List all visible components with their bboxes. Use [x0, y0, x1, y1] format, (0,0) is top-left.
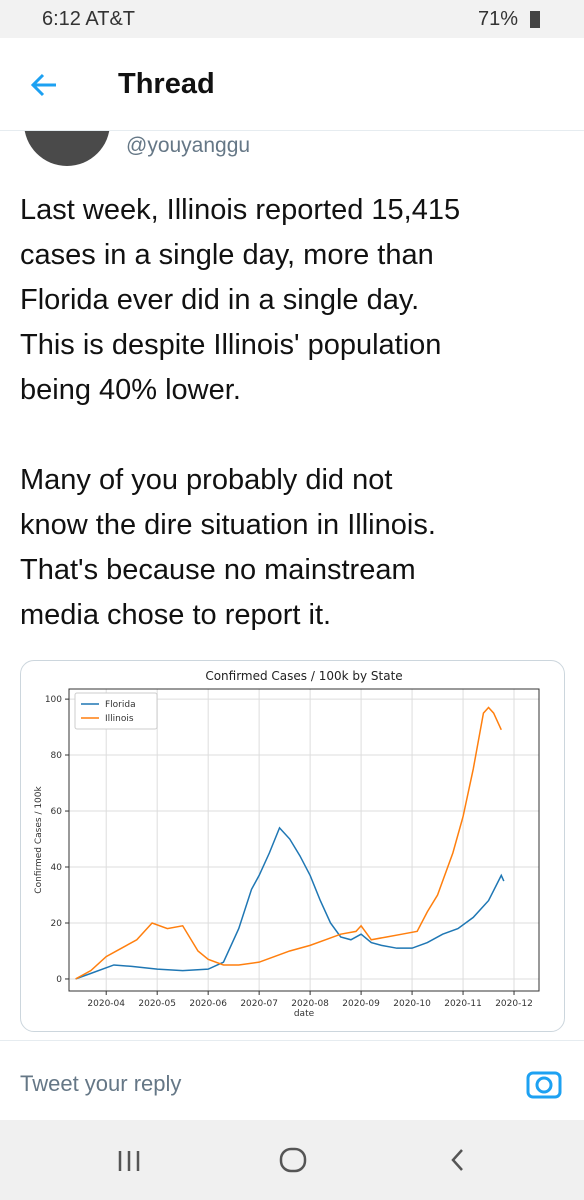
x-tick-label: 2020-08: [291, 999, 329, 1009]
plot-frame: [68, 688, 540, 992]
x-axis-label: date: [294, 1009, 315, 1019]
y-tick-label: 20: [51, 919, 63, 929]
header: Thread: [0, 38, 584, 131]
handle[interactable]: @youyanggu: [126, 134, 251, 157]
reply-bar: Tweet your reply: [0, 1040, 584, 1121]
y-tick-label: 60: [51, 807, 63, 817]
x-tick-label: 2020-10: [393, 999, 431, 1009]
back-arrow[interactable]: [30, 72, 60, 98]
tweet-line: Last week, Illinois reported 15,415: [20, 194, 461, 226]
nav-bar: [0, 1120, 584, 1200]
x-tick-label: 2020-11: [444, 999, 482, 1009]
tweet-line: know the dire situation in Illinois.: [20, 509, 436, 541]
y-tick-label: 100: [45, 695, 62, 705]
battery: 71%: [478, 8, 519, 30]
x-tick-label: 2020-07: [240, 999, 278, 1009]
legend-label: Illinois: [105, 714, 134, 724]
tweet-text: Last week, Illinois reported 15,415 cases…: [20, 188, 460, 638]
home-button[interactable]: [278, 1146, 308, 1174]
status-bar: 6:12 AT&T 71%: [0, 0, 584, 38]
y-tick-label: 40: [51, 863, 63, 873]
chart: Confirmed Cases / 100k by State 0 20 40 60 80…: [34, 669, 540, 1019]
tweet-line: This is despite Illinois' population: [20, 329, 442, 361]
series-line: [75, 706, 502, 980]
header-title: Thread: [118, 68, 215, 100]
x-tick-label: 2020-06: [189, 999, 227, 1009]
tweet-line: Many of you probably did not: [20, 464, 393, 496]
y-tick-label: 0: [56, 975, 62, 985]
media-card[interactable]: Confirmed Cases / 100k by State 0 20 40 60 80…: [20, 660, 565, 1032]
tweet-line: cases in a single day, more than: [20, 239, 434, 271]
back-button[interactable]: [448, 1146, 468, 1174]
x-tick-label: 2020-12: [495, 999, 533, 1009]
recent-apps[interactable]: [115, 1147, 145, 1173]
time-carrier: 6:12 AT&T: [42, 8, 136, 30]
chart-title: Confirmed Cases / 100k by State: [205, 669, 402, 683]
x-tick-label: 2020-05: [138, 999, 176, 1009]
camera-icon[interactable]: [526, 1067, 562, 1099]
y-tick-label: 80: [51, 751, 63, 761]
series-line: [75, 826, 505, 980]
legend-box: [74, 692, 158, 730]
tweet-line: media chose to report it.: [20, 599, 332, 631]
x-tick-label: 2020-09: [342, 999, 380, 1009]
tweet-line: being 40% lower.: [20, 374, 241, 406]
reply-input[interactable]: Tweet your reply: [20, 1071, 182, 1096]
y-axis-label: Confirmed Cases / 100k: [34, 785, 44, 893]
legend-label: Florida: [105, 700, 136, 710]
battery-icon: [530, 11, 540, 28]
x-tick-label: 2020-04: [87, 999, 125, 1009]
tweet-line: Florida ever did in a single day.: [20, 284, 420, 316]
tweet-line: That's because no mainstream: [20, 554, 416, 586]
